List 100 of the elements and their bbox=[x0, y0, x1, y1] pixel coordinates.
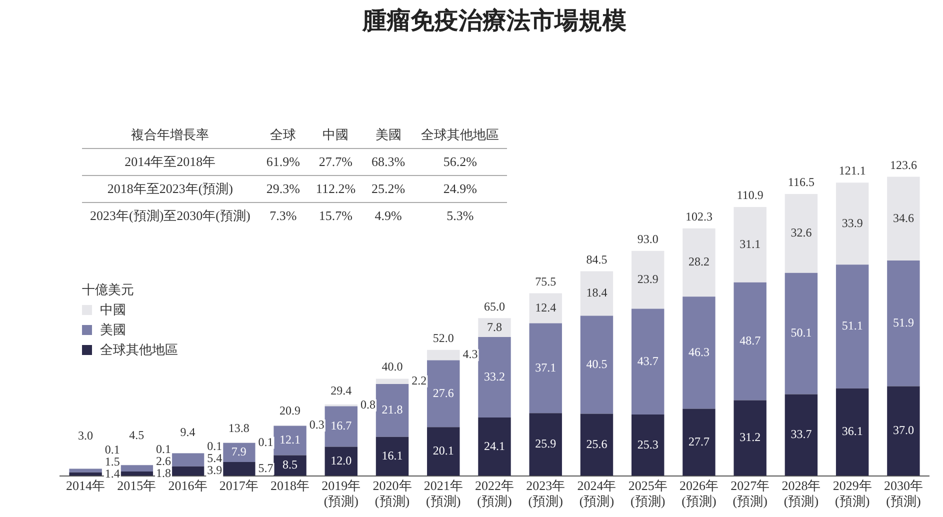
x-tick-label: 2015年 bbox=[117, 478, 156, 494]
total-label: 121.1 bbox=[838, 164, 866, 178]
x-tick-label: 2021年 (預測) bbox=[424, 478, 463, 509]
text: 68.3% bbox=[364, 148, 414, 176]
data-label: 25.6 bbox=[586, 436, 608, 451]
data-label: 51.1 bbox=[842, 318, 863, 333]
annotation: 7.3% bbox=[268, 207, 298, 225]
data-label: 27.6 bbox=[432, 386, 454, 400]
text: 56.2% bbox=[413, 148, 508, 176]
data-label: 31.1 bbox=[740, 236, 761, 251]
x-tick-label: 2017年 bbox=[219, 478, 258, 494]
data-label: 0.3 bbox=[309, 418, 324, 432]
x-tick-label: 2029年 (預測) bbox=[832, 478, 872, 509]
text: 全球 bbox=[258, 122, 308, 148]
data-label: 1.5 bbox=[104, 454, 120, 468]
legend-label: 全球其他地區 bbox=[99, 341, 178, 359]
text: 全球其他地區 bbox=[413, 122, 508, 148]
text: 2014年至2018年 bbox=[82, 148, 258, 176]
data-label: 3.9 bbox=[207, 463, 222, 478]
data-label: 33.2 bbox=[484, 369, 505, 384]
chart-title: 腫瘤免疫治療法市場規模 bbox=[362, 8, 626, 35]
legend-label: 美國 bbox=[99, 321, 127, 339]
data-label: 0.1 bbox=[104, 442, 120, 456]
data-label: 12.1 bbox=[280, 432, 301, 447]
data-label: 36.1 bbox=[842, 424, 863, 438]
data-label: 23.9 bbox=[637, 272, 658, 286]
data-label: 24.1 bbox=[484, 438, 505, 453]
data-label: 12.4 bbox=[535, 300, 556, 314]
total-label: 3.0 bbox=[78, 428, 94, 442]
data-label: 46.3 bbox=[688, 344, 710, 359]
data-label: 12.0 bbox=[330, 453, 352, 468]
total-label: 93.0 bbox=[637, 232, 658, 246]
annotation: 29.3% bbox=[258, 176, 308, 202]
x-tick-label: 2019年 (預測) bbox=[322, 478, 361, 509]
data-label: 0.1 bbox=[156, 442, 172, 456]
total-label: 65.0 bbox=[484, 299, 505, 314]
annotation: 25.2% bbox=[364, 176, 414, 202]
data-label: 0.8 bbox=[360, 397, 376, 412]
annotation: 4.9% bbox=[374, 207, 403, 225]
annotation: 5.3% bbox=[446, 207, 475, 225]
data-label: 0.1 bbox=[258, 434, 274, 449]
data-label: 21.8 bbox=[382, 402, 403, 417]
total-label: 9.4 bbox=[180, 425, 196, 440]
data-label: 25.3 bbox=[637, 437, 658, 452]
data-label: 1.8 bbox=[156, 466, 172, 480]
x-tick-label: 2025年 (預測) bbox=[628, 478, 668, 509]
data-label: 16.1 bbox=[382, 448, 403, 462]
annotation: 2023年(預測)至2030年(預測) bbox=[89, 207, 252, 225]
total-label: 4.5 bbox=[129, 428, 144, 442]
data-label: 5.4 bbox=[207, 451, 222, 466]
total-label: 29.4 bbox=[330, 383, 352, 398]
data-label: 2.2 bbox=[412, 374, 427, 388]
data-label: 31.2 bbox=[740, 430, 761, 444]
total-label: 84.5 bbox=[586, 252, 608, 266]
annotation: 15.7% bbox=[318, 207, 354, 225]
total-label: 52.0 bbox=[432, 331, 454, 346]
total-label: 102.3 bbox=[685, 209, 712, 224]
x-tick-label: 2026年 (預測) bbox=[679, 478, 718, 509]
data-label: 7.9 bbox=[231, 444, 246, 459]
data-label: 28.2 bbox=[688, 254, 710, 269]
data-label: 1.4 bbox=[104, 466, 120, 480]
text: 複合年增長率 bbox=[82, 122, 258, 148]
data-label: 18.4 bbox=[586, 286, 608, 300]
x-tick-label: 2018年 bbox=[270, 478, 310, 494]
data-label: 51.9 bbox=[892, 316, 914, 330]
x-tick-label: 2028年 (預測) bbox=[782, 478, 821, 509]
text: 27.7% bbox=[308, 148, 364, 176]
data-label: 7.8 bbox=[487, 320, 502, 334]
total-label: 116.5 bbox=[788, 175, 814, 190]
data-label: 0.1 bbox=[207, 439, 222, 454]
total-label: 110.9 bbox=[736, 188, 764, 202]
x-tick-label: 2023年 (預測) bbox=[526, 478, 566, 509]
total-label: 75.5 bbox=[535, 274, 556, 288]
data-label: 48.7 bbox=[740, 333, 761, 348]
total-label: 123.6 bbox=[890, 158, 917, 172]
data-label: 33.9 bbox=[842, 216, 863, 230]
data-label: 50.1 bbox=[790, 326, 812, 340]
data-label: 37.0 bbox=[892, 423, 914, 438]
annotation: 112.2% bbox=[308, 176, 364, 202]
data-label: 40.5 bbox=[586, 356, 608, 371]
legend-title: 十億美元 bbox=[82, 281, 135, 299]
text: 美國 bbox=[364, 122, 414, 148]
text: 中國 bbox=[308, 122, 364, 148]
x-tick-label: 2024年 (預測) bbox=[577, 478, 616, 509]
annotation: 24.9% bbox=[413, 176, 508, 202]
data-label: 32.6 bbox=[790, 226, 812, 240]
data-label: 20.1 bbox=[432, 444, 454, 458]
total-label: 20.9 bbox=[280, 404, 301, 418]
data-label: 5.7 bbox=[258, 461, 274, 476]
text: 61.9% bbox=[258, 148, 308, 176]
total-label: 13.8 bbox=[228, 420, 250, 435]
data-label: 43.7 bbox=[637, 354, 658, 368]
data-label: 4.3 bbox=[462, 347, 478, 362]
data-label: 37.1 bbox=[535, 360, 556, 374]
data-label: 34.6 bbox=[892, 210, 914, 225]
x-tick-label: 2022年 (預測) bbox=[475, 478, 514, 509]
data-label: 25.9 bbox=[535, 436, 556, 451]
data-label: 8.5 bbox=[282, 458, 298, 472]
x-tick-label: 2020年 (預測) bbox=[372, 478, 412, 509]
data-label: 33.7 bbox=[790, 427, 812, 442]
